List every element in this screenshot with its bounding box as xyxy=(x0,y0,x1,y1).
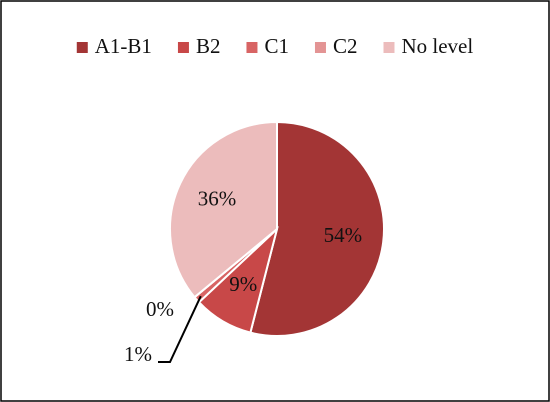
pie-slice xyxy=(169,120,278,299)
legend-label: No level xyxy=(401,34,473,58)
legend-label: B2 xyxy=(196,34,221,58)
legend-swatch xyxy=(246,42,258,53)
data-label: 1% xyxy=(124,342,152,366)
legend-swatch xyxy=(314,42,326,53)
legend-label: C2 xyxy=(333,34,358,58)
legend-label: A1-B1 xyxy=(95,34,152,58)
data-label: 36% xyxy=(198,187,237,211)
legend-swatch xyxy=(76,42,88,53)
legend-swatch xyxy=(177,42,189,53)
legend-swatch xyxy=(383,42,395,53)
pie-slice xyxy=(249,120,385,337)
data-label: 0% xyxy=(146,297,174,321)
data-label: 54% xyxy=(324,223,363,247)
legend-label: C1 xyxy=(264,34,289,58)
leader-line xyxy=(158,295,202,363)
data-label: 9% xyxy=(229,272,257,296)
